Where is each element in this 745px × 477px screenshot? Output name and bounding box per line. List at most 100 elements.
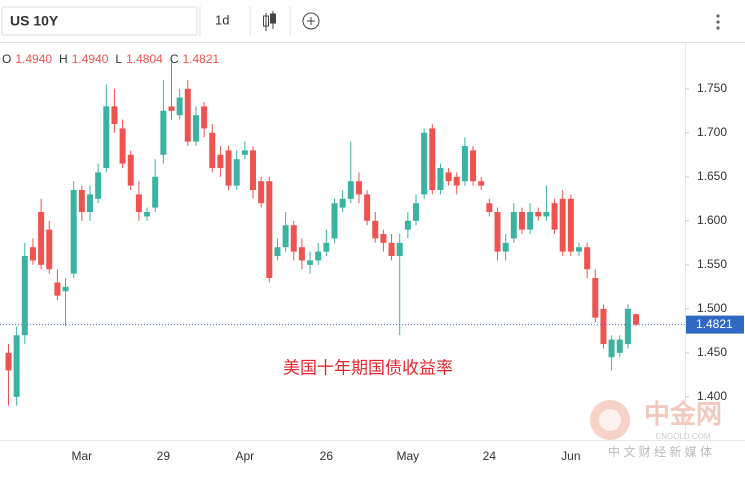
candle-body [38,212,45,265]
candle-body [600,308,607,345]
candle-body [445,172,452,182]
candle-body [372,220,379,239]
candle-body [62,286,69,292]
candle-body [380,234,387,243]
y-tick-label: 1.500 [697,301,727,315]
candle-body [78,190,85,213]
candle-body [584,247,591,270]
candle-body [152,176,159,208]
symbol: US 10Y [10,13,59,29]
candle-body [233,159,240,186]
last-price-box [686,315,744,334]
candle-body [355,181,362,195]
y-tick-label: 1.650 [697,169,727,183]
symbol-box[interactable] [1,6,198,36]
candle-body [135,194,142,213]
candle-body [54,282,61,296]
legend-value: 1.4940 [72,52,109,66]
watermark: 中金网 CNGOLD.COM 中 文 财 经 新 媒 体 [590,399,722,459]
candle-body [258,181,265,204]
candle-body [290,225,297,252]
candle-body [388,242,395,257]
candle-body [323,242,330,252]
y-tick-label: 1.600 [697,213,727,227]
candle-body [95,172,102,199]
candle-body [461,145,468,182]
x-tick-label: Mar [72,449,93,463]
candle-body [298,247,305,261]
candle-body [616,339,623,353]
y-tick-label: 1.550 [697,257,727,271]
candle-body [543,212,550,217]
watermark-site: CNGOLD.COM [655,432,710,441]
candle-body [209,132,216,168]
candle-body [250,150,256,191]
candle-body [217,154,224,168]
candle-body [331,203,338,239]
candle-body [29,247,36,261]
candle-body [486,203,493,213]
candle-body [103,106,110,168]
candle-body [282,225,289,248]
annotation: 美国十年期国债收益率 [283,358,453,377]
candle-body [168,106,175,111]
candle-body [559,198,566,252]
candle-body [510,212,517,239]
watermark-slogan: 中 文 财 经 新 媒 体 [608,444,712,459]
watermark-name: 中金网 [644,399,722,429]
candle-body [567,198,574,252]
x-tick-label: May [397,449,420,463]
candle-body [404,220,411,230]
candle-icon[interactable] [263,11,276,31]
last-price-label: 1.4821 [696,317,733,331]
candle-body [266,181,273,279]
candle-body [551,203,558,230]
candle-body [111,106,118,124]
candle-body [633,314,640,325]
candle-body [518,212,525,230]
x-tick-label: Jun [561,449,580,463]
legend-value: 1.4940 [15,52,52,66]
candle-body [535,212,542,217]
candle-body [241,150,248,155]
candle-body [624,308,631,345]
y-tick-label: 1.750 [697,81,727,95]
candle-body [592,278,599,318]
candle-body [315,251,322,261]
legend-key: C [170,52,179,66]
add-indicator[interactable] [302,12,320,30]
candle-body [453,176,460,186]
candle-body [502,242,509,252]
candle-body [527,212,534,230]
candle-body [160,110,167,155]
x-tick-label: Apr [236,449,255,463]
candle-body [70,190,77,274]
candle-body [576,247,582,252]
legend-key: O [2,52,11,66]
candle-body [364,194,371,221]
candle-body [608,339,615,358]
candle-body [274,247,281,257]
y-tick-label: 1.400 [697,389,727,403]
interval[interactable]: 1d [215,12,229,27]
candle-body [347,181,354,199]
x-tick-label: 24 [483,449,497,463]
candle-body [192,115,199,142]
legend-key: L [115,52,122,66]
candle-body [494,212,501,252]
y-tick-label: 1.700 [697,125,727,139]
watermark-logo-inner [599,409,621,431]
menu[interactable] [716,14,720,30]
candle-body [119,128,126,164]
candle-body [87,194,93,213]
legend-value: 1.4821 [182,52,219,66]
legend-value: 1.4804 [126,52,163,66]
candle-body [421,132,428,195]
candle-body [21,256,28,336]
x-tick-label: 26 [320,449,334,463]
x-tick-label: 29 [157,449,171,463]
candle-body [46,229,53,270]
candle-body [144,212,151,217]
legend-key: H [59,52,68,66]
candle-body [5,352,12,371]
